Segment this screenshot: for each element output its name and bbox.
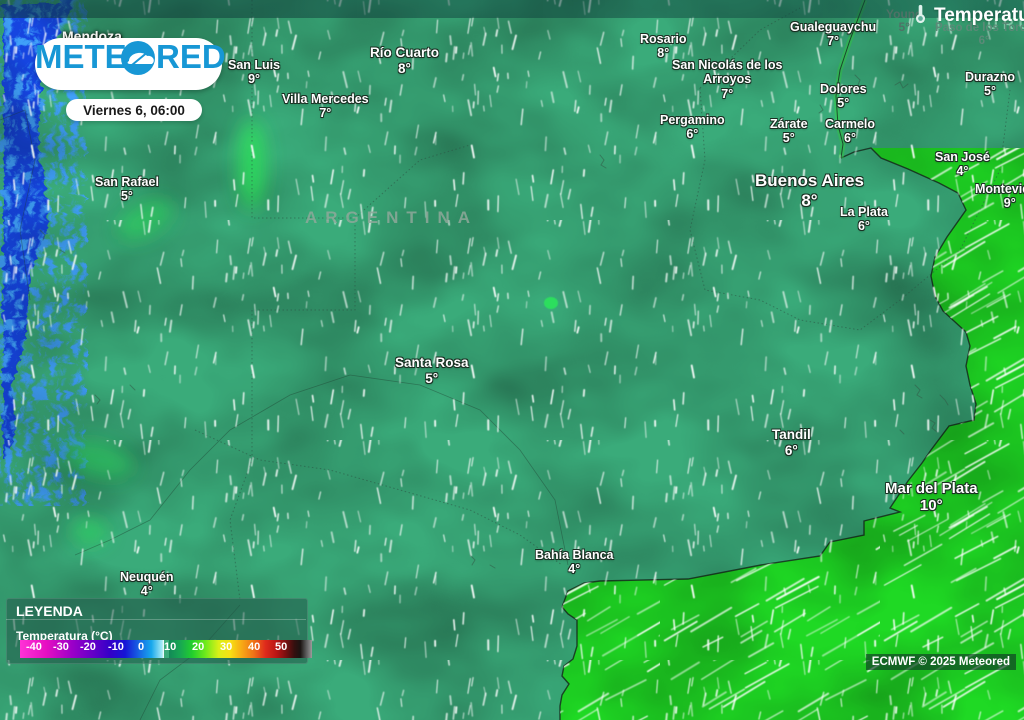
svg-text:RED: RED xyxy=(156,38,226,75)
svg-text:METE: METE xyxy=(35,38,127,75)
